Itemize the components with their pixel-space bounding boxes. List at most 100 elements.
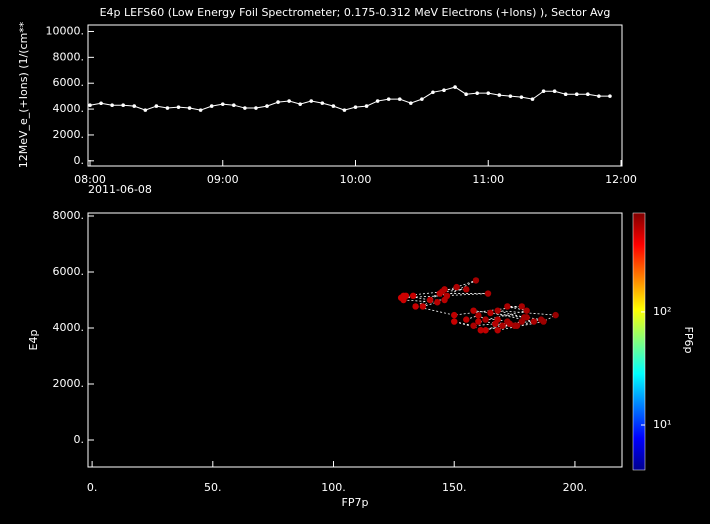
data-point (497, 93, 502, 97)
data-point (320, 101, 325, 105)
x-tick-label: 12:00 (605, 173, 637, 186)
data-point (464, 92, 468, 97)
y-tick-label: 4000. (53, 102, 85, 115)
data-point (99, 101, 103, 106)
x-tick-label: 100. (321, 481, 346, 494)
x-date-label: 2011-06-08 (88, 183, 152, 196)
x-axis-label: FP7p (342, 496, 369, 509)
data-point (298, 102, 302, 106)
data-point (494, 327, 501, 334)
data-point (176, 105, 181, 109)
data-point (409, 292, 417, 299)
data-point (110, 103, 114, 108)
data-point (88, 103, 92, 108)
y-tick-label: 6000. (53, 76, 85, 89)
data-point (508, 94, 513, 98)
data-point (499, 322, 506, 329)
data-point (475, 318, 482, 325)
data-point (442, 88, 446, 92)
x-tick-label: 08:00 (74, 173, 106, 186)
data-point (436, 290, 443, 297)
data-point (563, 92, 568, 97)
x-tick-label: 150. (442, 481, 467, 494)
data-point (541, 89, 546, 94)
data-point (419, 303, 427, 310)
data-point (521, 314, 528, 321)
data-point (409, 101, 413, 105)
data-point (397, 97, 402, 101)
y-tick-label: 4000. (53, 321, 85, 334)
data-point (165, 106, 170, 110)
data-point (375, 99, 380, 103)
data-point (484, 290, 492, 297)
data-line (89, 86, 610, 111)
data-point (472, 277, 480, 284)
x-tick-label: 0. (87, 481, 98, 494)
data-point (143, 108, 148, 112)
data-point (364, 104, 369, 108)
data-point (441, 286, 448, 293)
plot-frame (87, 212, 623, 468)
data-point (198, 108, 203, 112)
colorbar-label: FP6p (682, 327, 695, 354)
y-tick-label: 0. (74, 154, 85, 167)
data-point (412, 303, 419, 310)
data-point (463, 316, 470, 323)
data-point (475, 312, 482, 319)
data-point (530, 97, 535, 101)
x-tick-label: 50. (204, 481, 222, 494)
data-point (386, 97, 391, 101)
data-point (243, 106, 247, 110)
data-point (506, 320, 513, 328)
data-point (431, 90, 435, 95)
data-point (540, 318, 547, 325)
data-point (586, 92, 590, 97)
data-point (451, 311, 458, 319)
data-point (331, 104, 336, 108)
data-point (487, 309, 494, 317)
y-tick-label: 0. (74, 433, 85, 446)
data-point (441, 296, 448, 304)
data-point (420, 97, 424, 101)
y-tick-label: 2000. (53, 377, 85, 390)
data-point (434, 299, 441, 306)
data-point (121, 103, 125, 108)
data-point (232, 103, 236, 108)
data-point (513, 322, 521, 329)
data-point (482, 327, 489, 334)
data-point (470, 307, 477, 314)
data-point (426, 296, 434, 304)
data-point (477, 327, 484, 334)
colorbar-tick-label: 10¹ (653, 418, 671, 431)
data-point (523, 307, 530, 314)
data-point (518, 303, 526, 310)
data-point (574, 92, 579, 97)
data-point (470, 322, 477, 329)
data-point (519, 95, 524, 99)
data-point (402, 292, 410, 299)
x-tick-label: 09:00 (207, 173, 239, 186)
data-point (463, 286, 470, 293)
colorbar-tick-label: 10² (653, 305, 671, 318)
colorbar (632, 212, 646, 471)
data-point (287, 99, 291, 103)
x-tick-label: 11:00 (472, 173, 504, 186)
data-point (254, 106, 258, 110)
data-point (209, 104, 214, 108)
y-tick-label: 6000. (53, 265, 85, 278)
y-tick-label: 8000. (53, 209, 85, 222)
data-point (552, 89, 557, 94)
data-point (552, 311, 559, 319)
data-point (608, 94, 612, 98)
data-point (482, 316, 489, 323)
data-point (342, 108, 347, 112)
data-point (475, 91, 479, 95)
x-tick-label: 10:00 (340, 173, 372, 186)
data-point (492, 320, 499, 328)
data-point (486, 91, 491, 95)
y-axis-label: 12MeV_e_(+Ions) (1/(cm** (17, 21, 30, 168)
data-point (597, 94, 601, 98)
data-point (276, 100, 280, 104)
